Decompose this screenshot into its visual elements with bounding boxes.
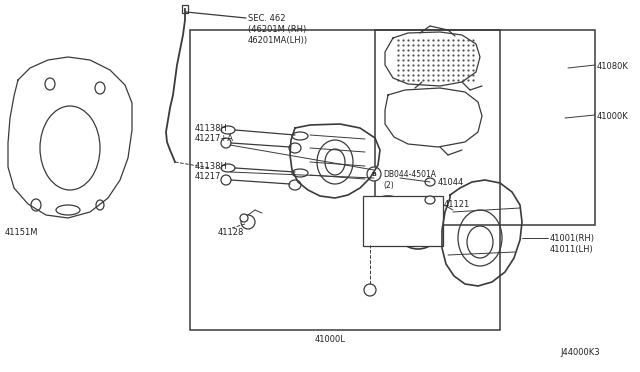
- Ellipse shape: [289, 180, 301, 190]
- Text: 41138H: 41138H: [195, 124, 228, 133]
- Text: 41151M: 41151M: [5, 228, 38, 237]
- Text: 41000K: 41000K: [597, 112, 628, 121]
- Text: 41128: 41128: [218, 228, 244, 237]
- Text: B: B: [372, 171, 376, 176]
- Bar: [363, 196, 443, 246]
- Ellipse shape: [364, 284, 376, 296]
- Text: 41217: 41217: [195, 172, 221, 181]
- Text: SEC. 462
(46201M (RH)
46201MA(LH)): SEC. 462 (46201M (RH) 46201MA(LH)): [248, 14, 308, 45]
- Text: 41217+A: 41217+A: [195, 134, 234, 143]
- Bar: [190, 30, 500, 330]
- Ellipse shape: [221, 175, 231, 185]
- Ellipse shape: [289, 143, 301, 153]
- Text: 41080K: 41080K: [597, 62, 629, 71]
- Ellipse shape: [241, 215, 255, 229]
- Ellipse shape: [367, 167, 381, 181]
- Ellipse shape: [221, 138, 231, 148]
- Ellipse shape: [240, 214, 248, 222]
- Text: 41138H: 41138H: [195, 162, 228, 171]
- Text: J44000K3: J44000K3: [560, 348, 600, 357]
- Ellipse shape: [394, 201, 442, 249]
- Text: 41000L: 41000L: [315, 335, 346, 344]
- Ellipse shape: [425, 178, 435, 186]
- Ellipse shape: [425, 196, 435, 204]
- Bar: [182, 5, 188, 13]
- Ellipse shape: [364, 196, 412, 244]
- Text: 41001(RH)
41011(LH): 41001(RH) 41011(LH): [550, 234, 595, 254]
- Text: 41121: 41121: [444, 200, 470, 209]
- Text: DB044-4501A
(2): DB044-4501A (2): [383, 170, 436, 190]
- Text: 41044: 41044: [438, 178, 464, 187]
- Bar: [375, 30, 595, 225]
